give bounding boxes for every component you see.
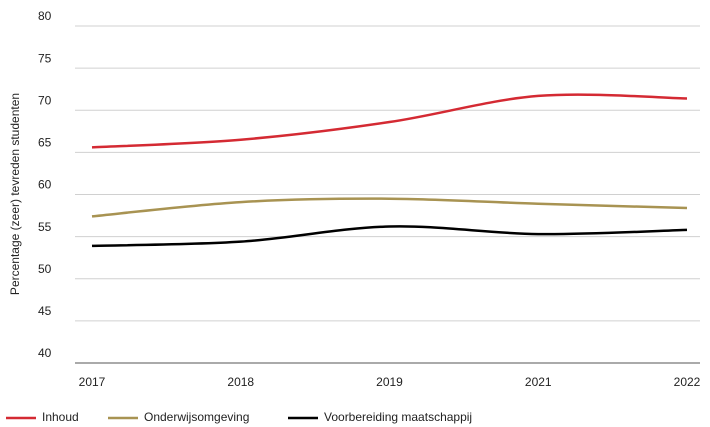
series-line	[91, 197, 688, 218]
legend-label: Onderwijsomgeving	[144, 410, 249, 424]
y-tick-label: 75	[38, 51, 52, 65]
y-tick-label: 65	[38, 136, 52, 150]
legend-label: Inhoud	[42, 410, 79, 424]
y-tick-label: 80	[38, 9, 52, 23]
x-tick-label: 2018	[227, 375, 254, 389]
y-tick-label: 45	[38, 304, 52, 318]
y-axis-label: Percentage (zeer) tevreden studenten	[8, 93, 22, 295]
x-tick-label: 2017	[79, 375, 106, 389]
y-tick-label: 55	[38, 220, 52, 234]
y-tick-label: 60	[38, 178, 52, 192]
x-tick-label: 2022	[674, 375, 701, 389]
x-tick-label: 2021	[525, 375, 552, 389]
series-line	[91, 225, 688, 248]
y-tick-label: 50	[38, 262, 52, 276]
legend-label: Voorbereiding maatschappij	[324, 410, 472, 424]
y-tick-label: 40	[38, 346, 52, 360]
y-tick-label: 70	[38, 93, 52, 107]
x-tick-label: 2019	[376, 375, 403, 389]
series-line	[91, 93, 688, 149]
